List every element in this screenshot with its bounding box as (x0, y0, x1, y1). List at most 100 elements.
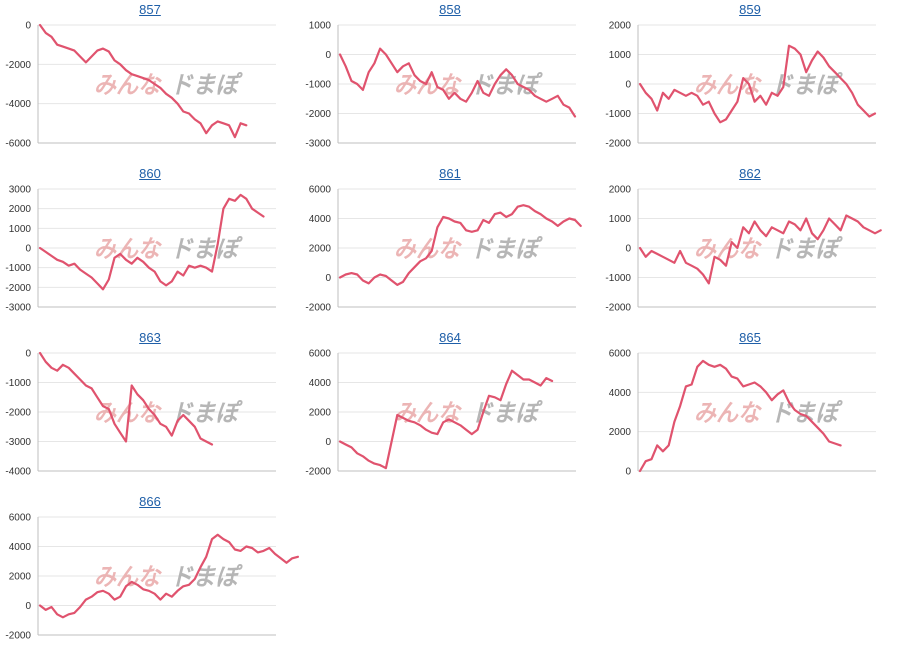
y-tick-label: -1000 (5, 263, 31, 274)
y-tick-label: -4000 (5, 99, 31, 110)
watermark-right: ドまぽ (470, 71, 544, 99)
chart-title-link[interactable]: 863 (139, 330, 161, 345)
watermark-right: ドまぽ (470, 235, 544, 263)
watermark-left: みんな (394, 71, 463, 99)
watermark-right: ドまぽ (770, 71, 844, 99)
y-tick-label: -4000 (5, 467, 31, 478)
y-tick-label: 2000 (309, 408, 332, 419)
y-tick-label: 0 (625, 467, 631, 478)
chart-title-link[interactable]: 862 (739, 166, 761, 181)
series-line (338, 47, 577, 118)
watermark-logo: みんな ドまぽ (94, 563, 244, 591)
watermark-logo: みんな ドまぽ (94, 71, 244, 99)
watermark-right: ドまぽ (770, 399, 844, 427)
line-chart: 0 -2000 -4000 -6000 みんな ドまぽ (5, 21, 276, 150)
y-tick-label: 0 (25, 21, 31, 32)
chart-panel-866: 866 6000 4000 2000 0 -2000 みんな ドまぽ (0, 492, 300, 656)
y-tick-label: 2000 (609, 21, 632, 32)
line-chart: 6000 4000 2000 0 -2000 みんな ドまぽ (305, 349, 576, 478)
chart-panel-862: 862 2000 1000 0 -1000 -2000 みんな ドまぽ (600, 164, 900, 328)
line-chart: 6000 4000 2000 0 みんな ドまぽ (609, 349, 876, 478)
watermark-left: みんな (394, 399, 463, 427)
y-tick-label: 0 (325, 50, 331, 61)
y-tick-label: -2000 (5, 60, 31, 71)
y-tick-label: 4000 (9, 542, 32, 553)
watermark-logo: みんな ドまぽ (694, 399, 844, 427)
chart-title-link[interactable]: 857 (139, 2, 161, 17)
chart-title-link[interactable]: 859 (739, 2, 761, 17)
chart-panel-858: 858 1000 0 -1000 -2000 -3000 みんな ドまぽ (300, 0, 600, 164)
line-chart: 6000 4000 2000 0 -2000 みんな ドまぽ (305, 185, 582, 314)
y-tick-label: 1000 (609, 214, 632, 225)
watermark-left: みんな (94, 235, 163, 263)
y-tick-label: -2000 (605, 139, 631, 150)
y-tick-label: -2000 (605, 303, 631, 314)
y-tick-label: 0 (25, 349, 31, 360)
chart-panel-861: 861 6000 4000 2000 0 -2000 みんな ドまぽ (300, 164, 600, 328)
chart-title-link[interactable]: 866 (139, 494, 161, 509)
series-line (338, 204, 582, 287)
y-tick-label: 6000 (309, 349, 332, 360)
chart-title-link[interactable]: 864 (439, 330, 461, 345)
watermark-right: ドまぽ (470, 399, 544, 427)
series-line (38, 23, 248, 139)
y-tick-label: 2000 (609, 185, 632, 196)
watermark-logo: みんな ドまぽ (694, 71, 844, 99)
watermark-right: ドまぽ (170, 71, 244, 99)
chart-title-link[interactable]: 858 (439, 2, 461, 17)
y-tick-label: 1000 (9, 224, 32, 235)
y-tick-label: -2000 (5, 408, 31, 419)
y-tick-label: 4000 (309, 378, 332, 389)
y-tick-label: 6000 (309, 185, 332, 196)
watermark-left: みんな (94, 563, 163, 591)
y-tick-label: 2000 (309, 244, 332, 255)
chart-panel-863: 863 0 -1000 -2000 -3000 -4000 みんな ドまぽ (0, 328, 300, 492)
y-tick-label: 2000 (609, 427, 632, 438)
y-tick-label: -2000 (305, 467, 331, 478)
y-tick-label: 1000 (309, 21, 332, 32)
series-line (38, 193, 265, 291)
watermark-right: ドまぽ (770, 235, 844, 263)
chart-title-link[interactable]: 861 (439, 166, 461, 181)
series-line (38, 351, 214, 446)
series-line (38, 533, 299, 619)
watermark-logo: みんな ドまぽ (394, 235, 544, 263)
chart-title-link[interactable]: 860 (139, 166, 161, 181)
y-tick-label: -2000 (5, 631, 31, 642)
chart-panel-864: 864 6000 4000 2000 0 -2000 みんな ドまぽ (300, 328, 600, 492)
y-tick-label: 0 (25, 244, 31, 255)
chart-panel-860: 860 3000 2000 1000 0 -1000 -2000 -3000 みんな ドまぽ (0, 164, 300, 328)
series-line (638, 214, 882, 285)
y-tick-label: -3000 (5, 437, 31, 448)
y-tick-label: 4000 (309, 214, 332, 225)
y-tick-label: 3000 (9, 185, 32, 196)
chart-title-link[interactable]: 865 (739, 330, 761, 345)
watermark-left: みんな (394, 235, 463, 263)
watermark-right: ドまぽ (170, 399, 244, 427)
y-tick-label: 0 (625, 80, 631, 91)
chart-panel-859: 859 2000 1000 0 -1000 -2000 みんな ドまぽ (600, 0, 900, 164)
y-tick-label: 6000 (609, 349, 632, 360)
series-line (638, 359, 842, 473)
y-tick-label: -1000 (605, 109, 631, 120)
line-chart: 2000 1000 0 -1000 -2000 みんな ドまぽ (605, 21, 877, 150)
line-chart: 6000 4000 2000 0 -2000 みんな ドまぽ (5, 513, 299, 642)
y-tick-label: -3000 (305, 139, 331, 150)
chart-panel-865: 865 6000 4000 2000 0 みんな ドまぽ (600, 328, 900, 492)
chart-panel-857: 857 0 -2000 -4000 -6000 みんな ドまぽ (0, 0, 300, 164)
y-tick-label: -3000 (5, 303, 31, 314)
line-chart: 1000 0 -1000 -2000 -3000 みんな ドまぽ (305, 21, 577, 150)
y-tick-label: 0 (325, 437, 331, 448)
series-line (338, 369, 554, 470)
y-tick-label: 1000 (609, 50, 632, 61)
series-line (638, 44, 877, 124)
y-tick-label: 0 (625, 244, 631, 255)
y-tick-label: 2000 (9, 204, 32, 215)
watermark-left: みんな (94, 71, 163, 99)
y-tick-label: 0 (325, 273, 331, 284)
y-tick-label: 0 (25, 601, 31, 612)
y-tick-label: 4000 (609, 388, 632, 399)
y-tick-label: -1000 (305, 80, 331, 91)
watermark-logo: みんな ドまぽ (94, 235, 244, 263)
